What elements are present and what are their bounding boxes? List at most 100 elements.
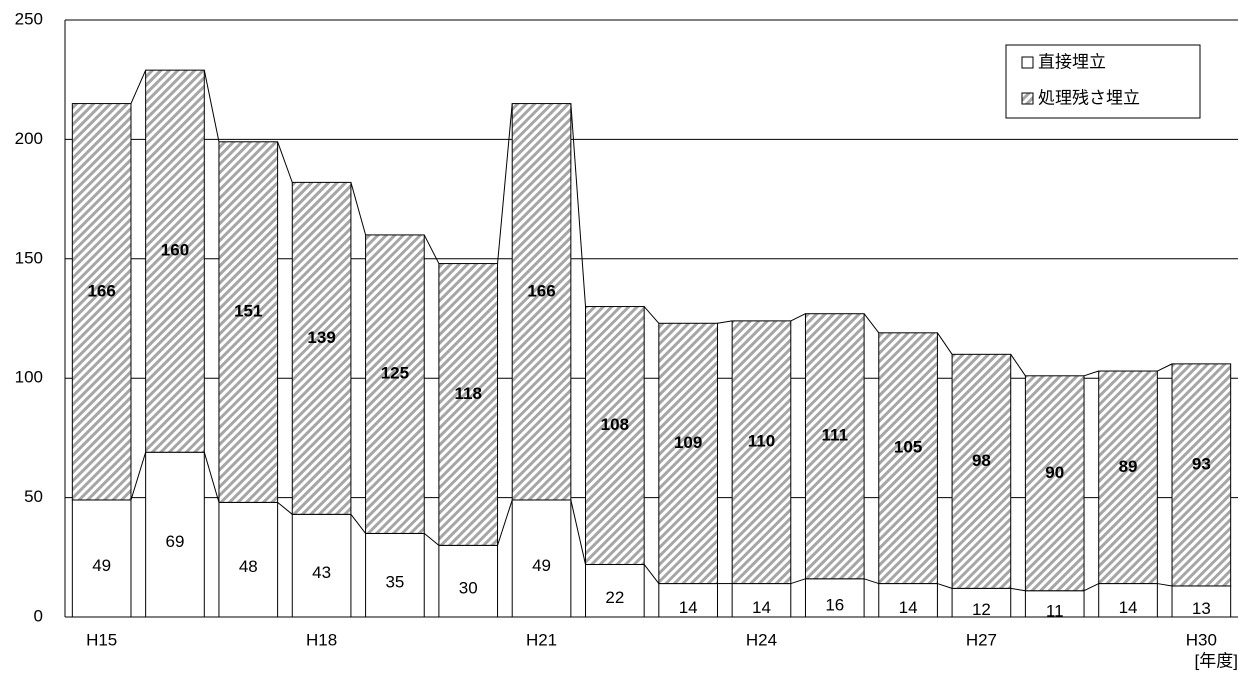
connector-line <box>1157 363 1173 372</box>
bar-segment <box>145 451 205 618</box>
bar-segment <box>804 313 865 580</box>
x-tick-label: H18 <box>306 630 337 649</box>
data-label: 69 <box>166 532 185 551</box>
connector-line <box>203 70 220 142</box>
data-label: 11 <box>1046 601 1064 620</box>
bar-segment <box>731 320 792 585</box>
connector-line <box>937 332 953 355</box>
connector-line <box>277 141 293 183</box>
connector-line <box>717 320 733 324</box>
connector-line <box>130 69 147 104</box>
bar-segment <box>658 322 718 585</box>
bar-segment <box>511 499 572 618</box>
bar-segment <box>438 263 499 546</box>
bar-segment <box>878 332 938 585</box>
bar-segment <box>731 583 792 618</box>
data-label: 105 <box>894 438 922 457</box>
connector-line <box>277 501 293 515</box>
bar-segment <box>804 578 865 618</box>
connector-line <box>497 103 513 264</box>
data-label: 108 <box>601 415 629 434</box>
bar-segment <box>1098 583 1158 618</box>
connector-line <box>1083 370 1099 377</box>
data-label: 90 <box>1045 463 1064 482</box>
data-label: 16 <box>825 595 844 614</box>
data-label: 139 <box>307 328 335 347</box>
connector-line <box>790 578 806 585</box>
y-tick-label: 100 <box>15 368 43 387</box>
data-label: 111 <box>822 426 849 445</box>
x-tick-label: H15 <box>86 630 117 649</box>
data-label: 14 <box>679 598 698 617</box>
data-label: 89 <box>1119 457 1138 476</box>
connector-line <box>570 499 587 565</box>
y-tick-label: 0 <box>34 606 43 625</box>
data-label: 166 <box>87 281 115 300</box>
bar-segment <box>1098 370 1158 585</box>
bar-segment <box>365 532 425 618</box>
data-label: 22 <box>605 588 624 607</box>
bar-segment <box>878 583 938 618</box>
bar-segment <box>1171 585 1232 618</box>
data-label: 160 <box>161 241 189 260</box>
legend-marker <box>1021 56 1034 69</box>
connector-line <box>423 533 440 546</box>
bar-segment <box>218 141 279 503</box>
connector-line <box>497 499 513 546</box>
bar-segment <box>145 69 205 453</box>
data-label: 14 <box>752 598 771 617</box>
data-label: 12 <box>972 600 991 619</box>
bar-segment <box>511 103 572 501</box>
y-tick-label: 150 <box>15 248 43 267</box>
connector-line <box>570 103 587 307</box>
bar-segment <box>438 544 499 618</box>
bar-segment <box>1171 363 1232 587</box>
bar-segment <box>951 353 1012 589</box>
connector-line <box>1010 354 1026 377</box>
data-label: 48 <box>239 557 258 576</box>
connector-line <box>937 583 953 589</box>
connector-line <box>203 452 220 503</box>
legend-marker <box>1021 92 1034 105</box>
connector-line <box>1010 587 1026 592</box>
connector-line <box>130 452 147 501</box>
y-tick-label: 250 <box>15 9 43 28</box>
connector-line <box>350 514 366 534</box>
data-label: 43 <box>312 563 331 582</box>
connector-line <box>790 313 806 322</box>
data-label: 98 <box>972 451 991 470</box>
data-label: 166 <box>527 281 555 300</box>
bar-segment <box>951 587 1012 618</box>
connector-line <box>863 313 880 334</box>
legend-label: 処理残さ埋立 <box>1038 88 1140 107</box>
data-label: 49 <box>92 556 111 575</box>
legend-label: 直接埋立 <box>1038 52 1106 71</box>
connector-line <box>863 578 879 585</box>
bar-segment <box>291 513 352 618</box>
x-tick-label: H21 <box>526 630 557 649</box>
connector-line <box>350 182 367 236</box>
data-label: 49 <box>532 556 551 575</box>
bar-segment <box>585 563 645 618</box>
connector-line <box>1157 583 1173 587</box>
connector-line <box>643 564 660 584</box>
connector-line <box>423 234 440 264</box>
connector-line <box>643 306 660 324</box>
connector-line <box>1083 583 1099 592</box>
data-label: 93 <box>1192 454 1211 473</box>
data-label: 109 <box>674 433 702 452</box>
y-tick-label: 200 <box>15 129 43 148</box>
data-label: 14 <box>1119 598 1138 617</box>
bar-segment <box>1024 375 1085 592</box>
bar-segment <box>291 181 352 515</box>
data-label: 151 <box>234 302 262 321</box>
bar-segment <box>365 234 425 534</box>
data-label: 125 <box>381 364 409 383</box>
legend-box <box>1005 44 1201 119</box>
y-tick-label: 50 <box>24 487 43 506</box>
data-label: 13 <box>1192 599 1211 618</box>
data-label: 14 <box>899 598 918 617</box>
x-axis-label: [年度] <box>1195 651 1238 670</box>
bar-segment <box>585 306 645 565</box>
